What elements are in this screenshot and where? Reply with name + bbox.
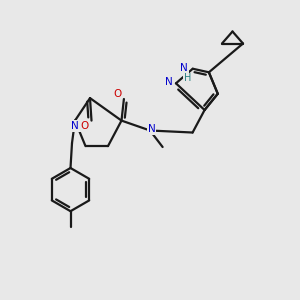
Text: N: N	[165, 77, 172, 87]
Text: N: N	[70, 121, 78, 131]
Text: O: O	[80, 121, 88, 131]
Text: N: N	[148, 124, 155, 134]
Text: H: H	[184, 73, 191, 83]
Text: O: O	[113, 88, 122, 99]
Text: N: N	[181, 63, 188, 73]
